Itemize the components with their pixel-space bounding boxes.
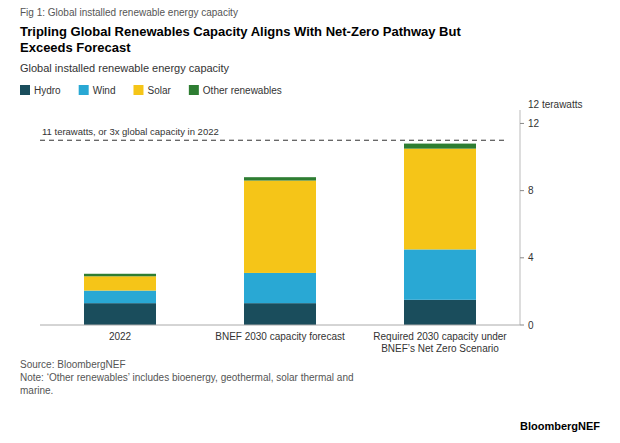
- bar-segment: [404, 149, 476, 250]
- text-line: BNEF 2030 capacity forecast: [215, 331, 345, 342]
- x-tick-label: 2022: [109, 331, 132, 342]
- figure-label: Fig 1: Global installed renewable energy…: [20, 7, 238, 18]
- text-line: BloombergNEF: [520, 420, 600, 432]
- credit: BloombergNEF: [520, 420, 600, 432]
- text-line: marine.: [20, 385, 53, 396]
- reference-line-label: 11 terawatts, or 3x global capacity in 2…: [42, 126, 219, 137]
- x-tick-label: Required 2030 capacity underBNEF’s Net Z…: [373, 331, 507, 354]
- legend-label: Wind: [93, 85, 116, 96]
- bar-segment: [404, 249, 476, 299]
- x-axis-line: [40, 325, 520, 326]
- text-line: BNEF’s Net Zero Scenario: [381, 343, 499, 354]
- legend-swatch: [20, 85, 30, 95]
- text-line: 11 terawatts, or 3x global capacity in 2…: [42, 126, 219, 137]
- bar-segment: [84, 303, 156, 325]
- legend-label: Solar: [147, 85, 171, 96]
- reference-line: [40, 140, 506, 141]
- bar-segment: [84, 274, 156, 277]
- legend-swatch: [133, 85, 143, 95]
- source-note: Source: BloombergNEF Note: ‘Other renewab…: [20, 359, 354, 396]
- text-line: Note: ‘Other renewables’ includes bioene…: [20, 372, 354, 383]
- text-line: Global installed renewable energy capaci…: [20, 62, 230, 74]
- text-line: Tripling Global Renewables Capacity Alig…: [20, 24, 461, 39]
- background: [0, 0, 620, 443]
- bar-segment: [404, 144, 476, 149]
- bar-segment: [84, 276, 156, 290]
- y-tick: [520, 257, 524, 258]
- y-tick: [520, 325, 524, 326]
- y-tick-label: 8: [528, 185, 534, 196]
- y-ticks: 0 4 8 12: [520, 118, 540, 331]
- bar-segment: [244, 273, 316, 303]
- legend-swatch: [189, 85, 199, 95]
- bar-segment: [84, 291, 156, 304]
- legend: Hydro Wind Solar Other renewables: [20, 85, 282, 96]
- title: Tripling Global Renewables Capacity Alig…: [20, 24, 461, 55]
- reference-line-group: [40, 140, 506, 141]
- x-ticks: 2022 BNEF 2030 capacity forecast Required …: [109, 331, 507, 354]
- chart-container: Fig 1: Global installed renewable energy…: [0, 0, 620, 443]
- chart-svg: Fig 1: Global installed renewable energy…: [0, 0, 620, 443]
- subtitle: Global installed renewable energy capaci…: [20, 62, 230, 74]
- text-line: Exceeds Forecast: [20, 40, 131, 55]
- y-tick-label: 4: [528, 252, 534, 263]
- bars: [84, 144, 476, 325]
- x-tick-label: BNEF 2030 capacity forecast: [215, 331, 345, 342]
- y-tick: [520, 190, 524, 191]
- text-line: Required 2030 capacity under: [373, 331, 507, 342]
- legend-label: Other renewables: [203, 85, 282, 96]
- y-tick-label: 12: [528, 118, 540, 129]
- text-line: Fig 1: Global installed renewable energy…: [20, 7, 238, 18]
- y-tick: [520, 123, 524, 124]
- text-line: 2022: [109, 331, 132, 342]
- legend-label: Hydro: [34, 85, 61, 96]
- text-line: 12 terawatts: [528, 99, 582, 110]
- text-line: Source: BloombergNEF: [20, 359, 126, 370]
- bar-segment: [244, 177, 316, 180]
- bar-segment: [244, 303, 316, 325]
- bar-segment: [244, 181, 316, 273]
- bar-segment: [404, 300, 476, 325]
- y-tick-label: 0: [528, 320, 534, 331]
- right-label: 12 terawatts: [528, 99, 582, 110]
- y-axis-line: [520, 110, 521, 325]
- legend-swatch: [79, 85, 89, 95]
